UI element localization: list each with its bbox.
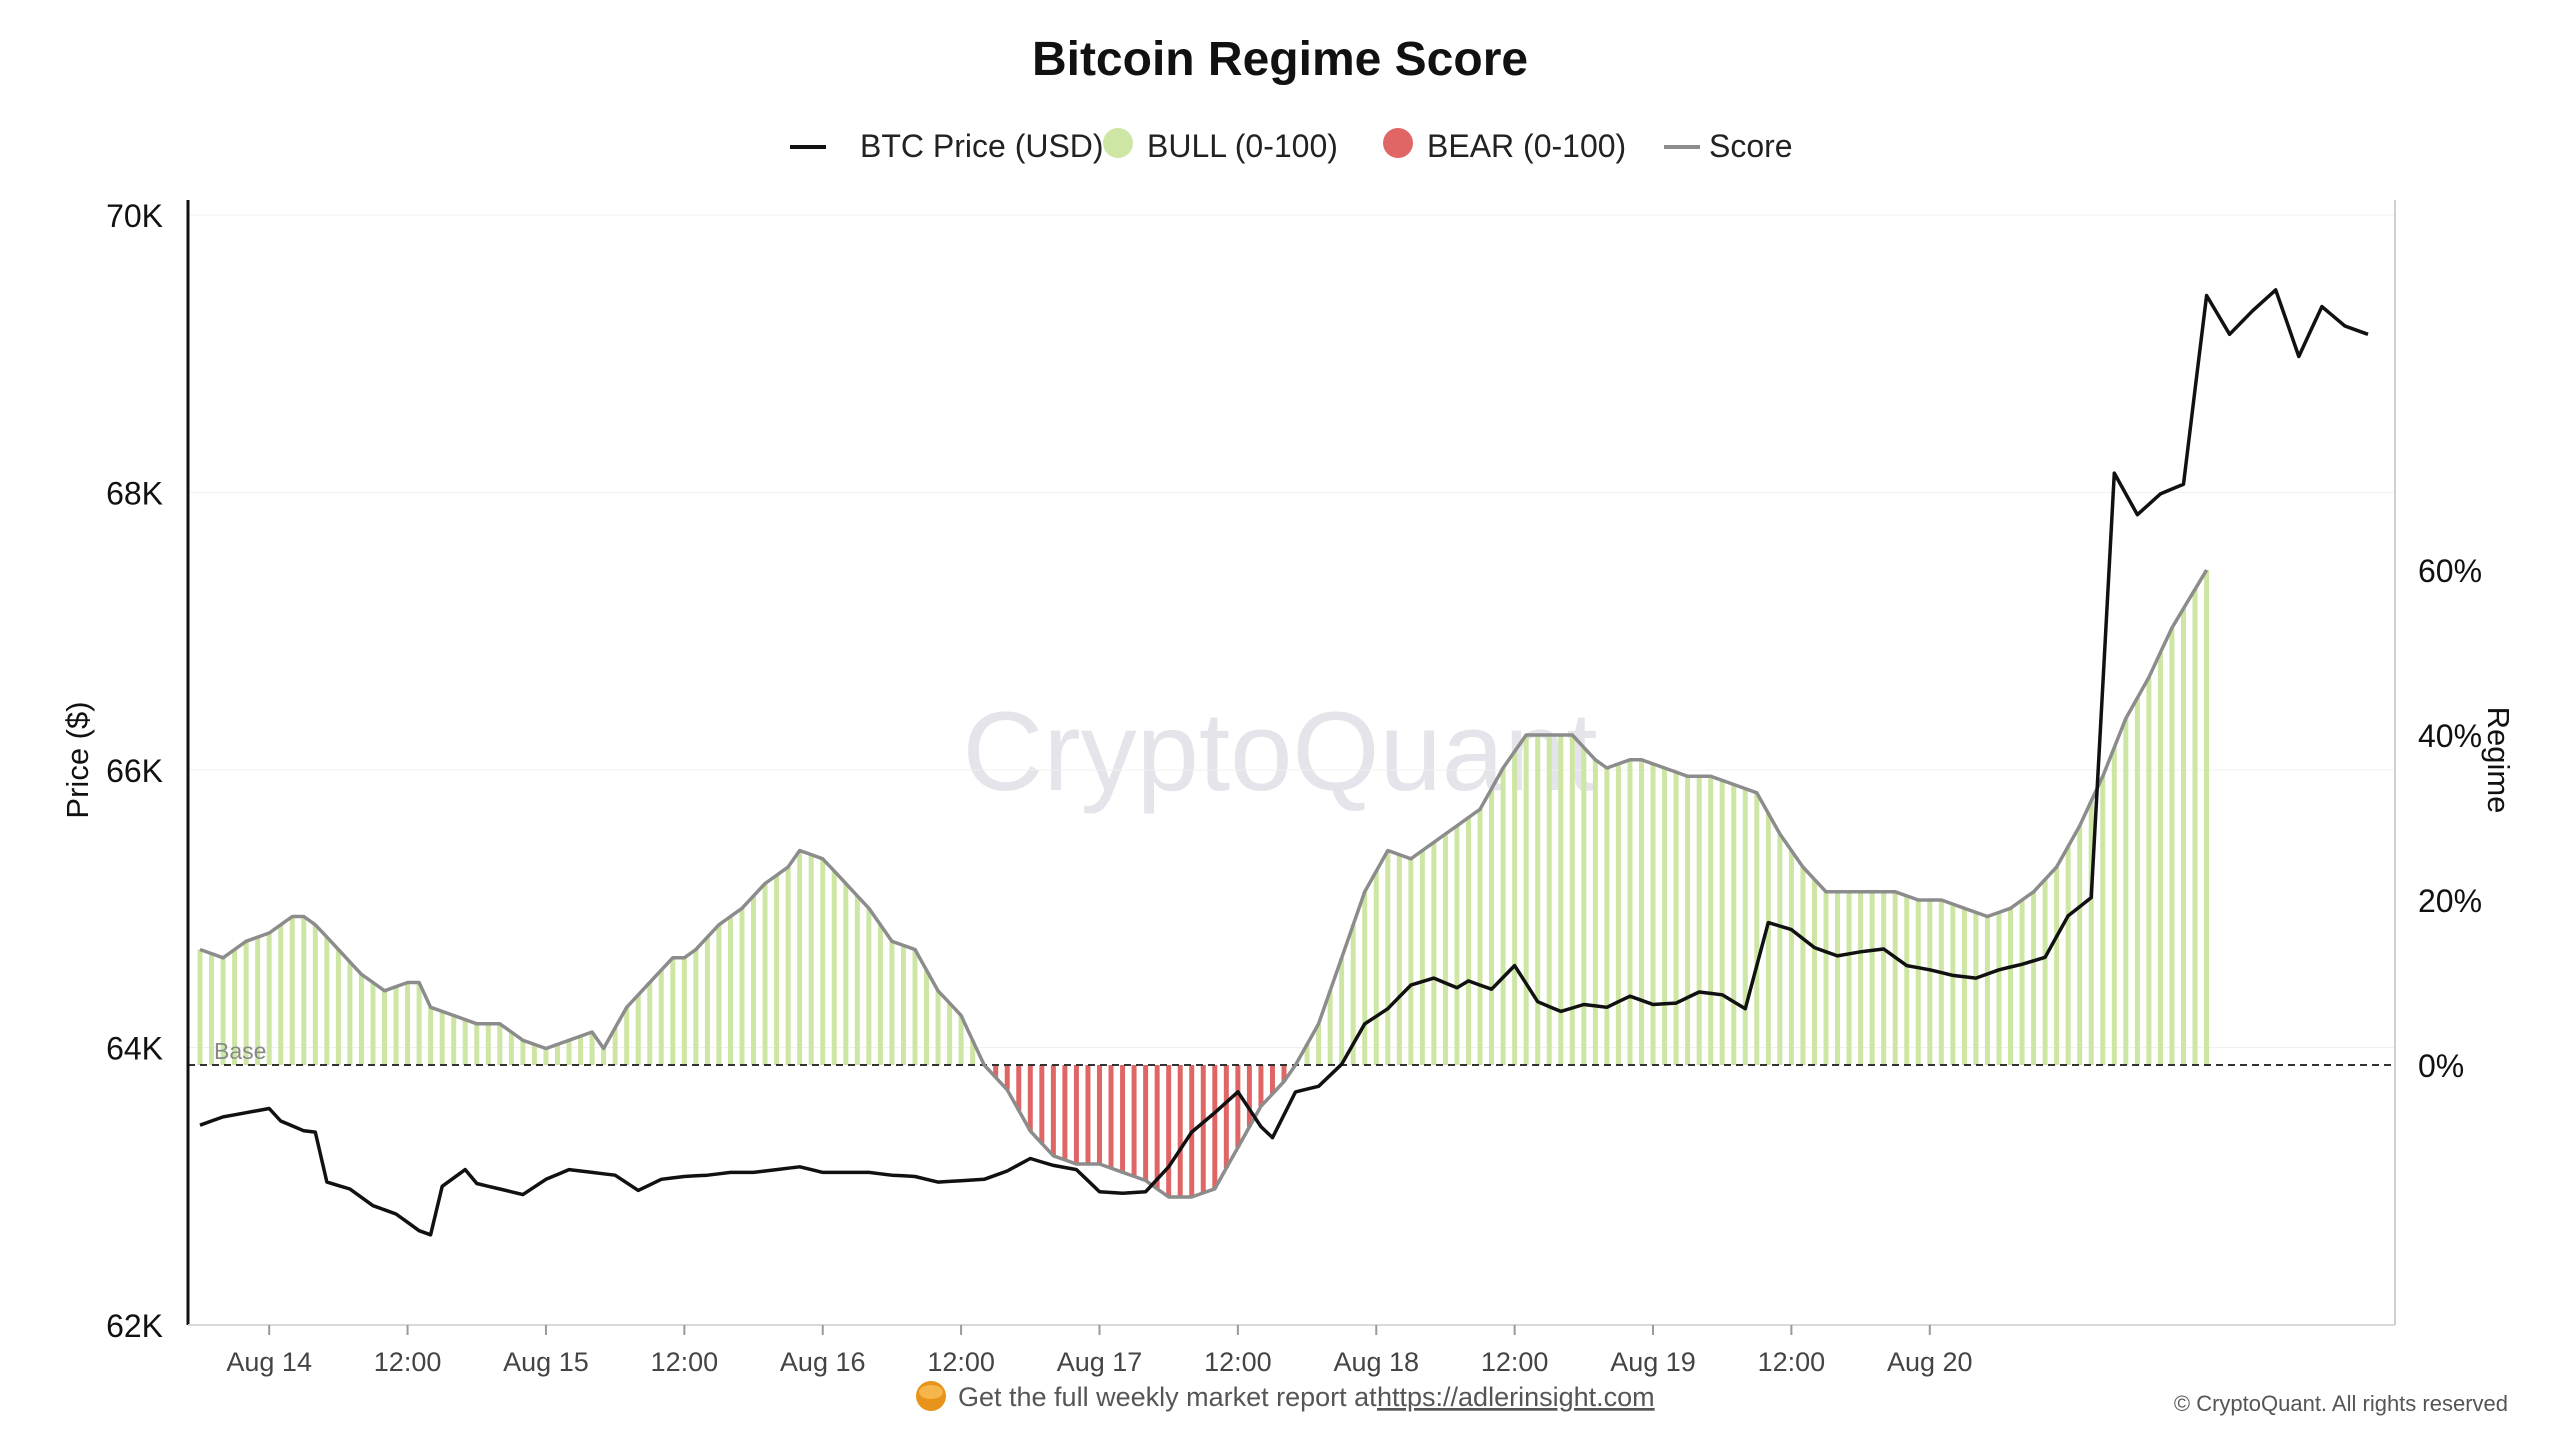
x-tick-label: 12:00 [1481, 1347, 1549, 1377]
x-tick-label: 12:00 [1204, 1347, 1272, 1377]
copyright: © CryptoQuant. All rights reserved [2174, 1391, 2508, 1416]
x-tick-label: Aug 20 [1887, 1347, 1973, 1377]
footer-report-link[interactable]: https://adlerinsight.com [1377, 1382, 1655, 1412]
x-tick-label: Aug 16 [780, 1347, 866, 1377]
x-tick-label: Aug 15 [503, 1347, 589, 1377]
x-tick-label: 12:00 [927, 1347, 995, 1377]
y-right-tick: 20% [2418, 883, 2482, 919]
x-tick-label: 12:00 [374, 1347, 442, 1377]
y-left-tick: 70K [106, 198, 163, 234]
y-left-tick: 66K [106, 753, 163, 789]
legend-label[interactable]: BEAR (0-100) [1427, 128, 1626, 164]
x-tick-label: Aug 14 [226, 1347, 312, 1377]
y-right-tick: 60% [2418, 553, 2482, 589]
legend-label[interactable]: BULL (0-100) [1147, 128, 1338, 164]
y-right-tick: 0% [2418, 1048, 2464, 1084]
btc-price-line [199, 288, 2369, 1237]
score-line [199, 569, 2209, 1199]
axes: 70K 68K 66K 64K 62K 60% 40% 20% 0% Aug 14 12:00 Aug… [106, 198, 2482, 1377]
y-left-tick: 62K [106, 1308, 163, 1344]
coin-icon-highlight [919, 1385, 943, 1399]
grid-lines [188, 214, 2395, 1326]
legend: BTC Price (USD) BULL (0-100) BEAR (0-100) S… [790, 128, 1793, 164]
x-tick-label: 12:00 [1758, 1347, 1826, 1377]
y-left-tick: 64K [106, 1031, 163, 1067]
legend-label[interactable]: Score [1709, 128, 1793, 164]
regime-bars [197, 570, 2210, 1197]
legend-marker [1383, 128, 1413, 158]
series-lines: Base [188, 288, 2395, 1237]
footer: Get the full weekly market report at htt… [916, 1381, 2508, 1416]
legend-marker [1103, 128, 1133, 158]
x-tick-label: Aug 19 [1610, 1347, 1696, 1377]
baseline-label: Base [214, 1038, 266, 1064]
x-tick-label: Aug 18 [1333, 1347, 1419, 1377]
x-tick-label: Aug 17 [1057, 1347, 1143, 1377]
y-left-tick: 68K [106, 476, 163, 512]
chart-title: Bitcoin Regime Score [1032, 33, 1528, 86]
footer-report-text: Get the full weekly market report at [958, 1382, 1377, 1412]
legend-label[interactable]: BTC Price (USD) [860, 128, 1104, 164]
y-axis-left-title: Price ($) [60, 701, 95, 818]
y-axis-right-title: Regime [2481, 707, 2516, 814]
x-tick-label: 12:00 [651, 1347, 719, 1377]
y-right-tick: 40% [2418, 718, 2482, 754]
